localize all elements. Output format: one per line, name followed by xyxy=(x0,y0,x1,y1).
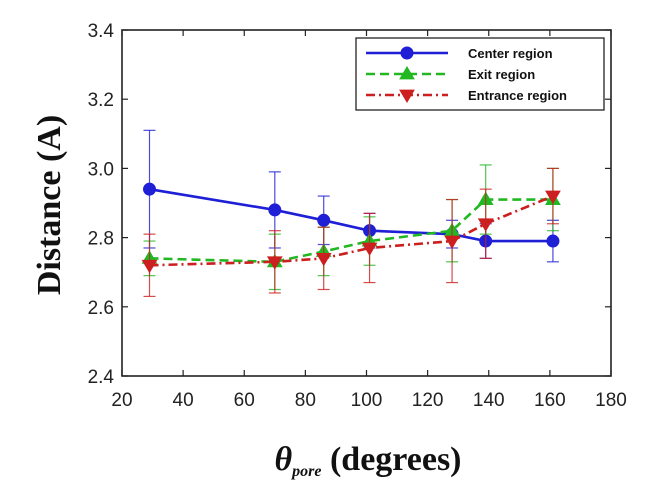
y-tick-label: 2.4 xyxy=(88,367,115,388)
data-point xyxy=(545,190,561,205)
x-tick-label: 40 xyxy=(173,390,194,411)
data-point xyxy=(546,234,560,248)
y-tick-label: 2.8 xyxy=(88,229,114,250)
legend-marker xyxy=(399,89,415,103)
x-axis-title-subscript: pore xyxy=(290,463,321,480)
x-tick-label: 180 xyxy=(595,390,627,411)
legend-label: Entrance region xyxy=(468,88,567,103)
data-point xyxy=(141,259,158,274)
data-point xyxy=(266,256,283,270)
x-tick-label: 160 xyxy=(534,390,566,411)
legend-item: Center region xyxy=(366,46,553,61)
x-tick-label: 120 xyxy=(412,390,444,411)
series-line xyxy=(149,187,553,243)
x-axis-title-unit: (degrees) xyxy=(321,441,461,478)
data-point xyxy=(317,213,331,227)
x-tick-label: 100 xyxy=(351,390,383,411)
data-point xyxy=(268,203,282,217)
legend-item: Entrance region xyxy=(366,88,567,103)
legend-label: Center region xyxy=(468,46,553,61)
series-line xyxy=(149,198,553,264)
data-point xyxy=(315,252,332,267)
legend-item: Exit region xyxy=(366,66,535,82)
data-point xyxy=(477,218,494,232)
x-axis-title: θpore (degrees) xyxy=(274,441,461,480)
x-axis-title-symbol: θ xyxy=(274,441,292,478)
x-tick-label: 60 xyxy=(234,390,255,411)
data-point xyxy=(143,182,157,196)
y-tick-label: 3.0 xyxy=(88,159,114,180)
legend-marker xyxy=(400,46,414,60)
series-line xyxy=(149,194,554,267)
x-tick-label: 80 xyxy=(295,390,316,411)
y-tick-label: 3.4 xyxy=(88,21,115,42)
data-point xyxy=(444,235,460,250)
series-center-region xyxy=(143,129,560,263)
x-tick-label: 140 xyxy=(473,390,505,411)
legend-marker xyxy=(399,66,415,80)
x-tick-label: 20 xyxy=(111,390,132,411)
y-axis-title: Distance (A) xyxy=(31,115,68,295)
y-tick-label: 3.2 xyxy=(88,90,114,111)
series-entrance-region xyxy=(141,167,561,298)
data-point xyxy=(361,242,378,256)
legend-label: Exit region xyxy=(468,67,535,82)
y-tick-label: 2.6 xyxy=(88,298,114,319)
